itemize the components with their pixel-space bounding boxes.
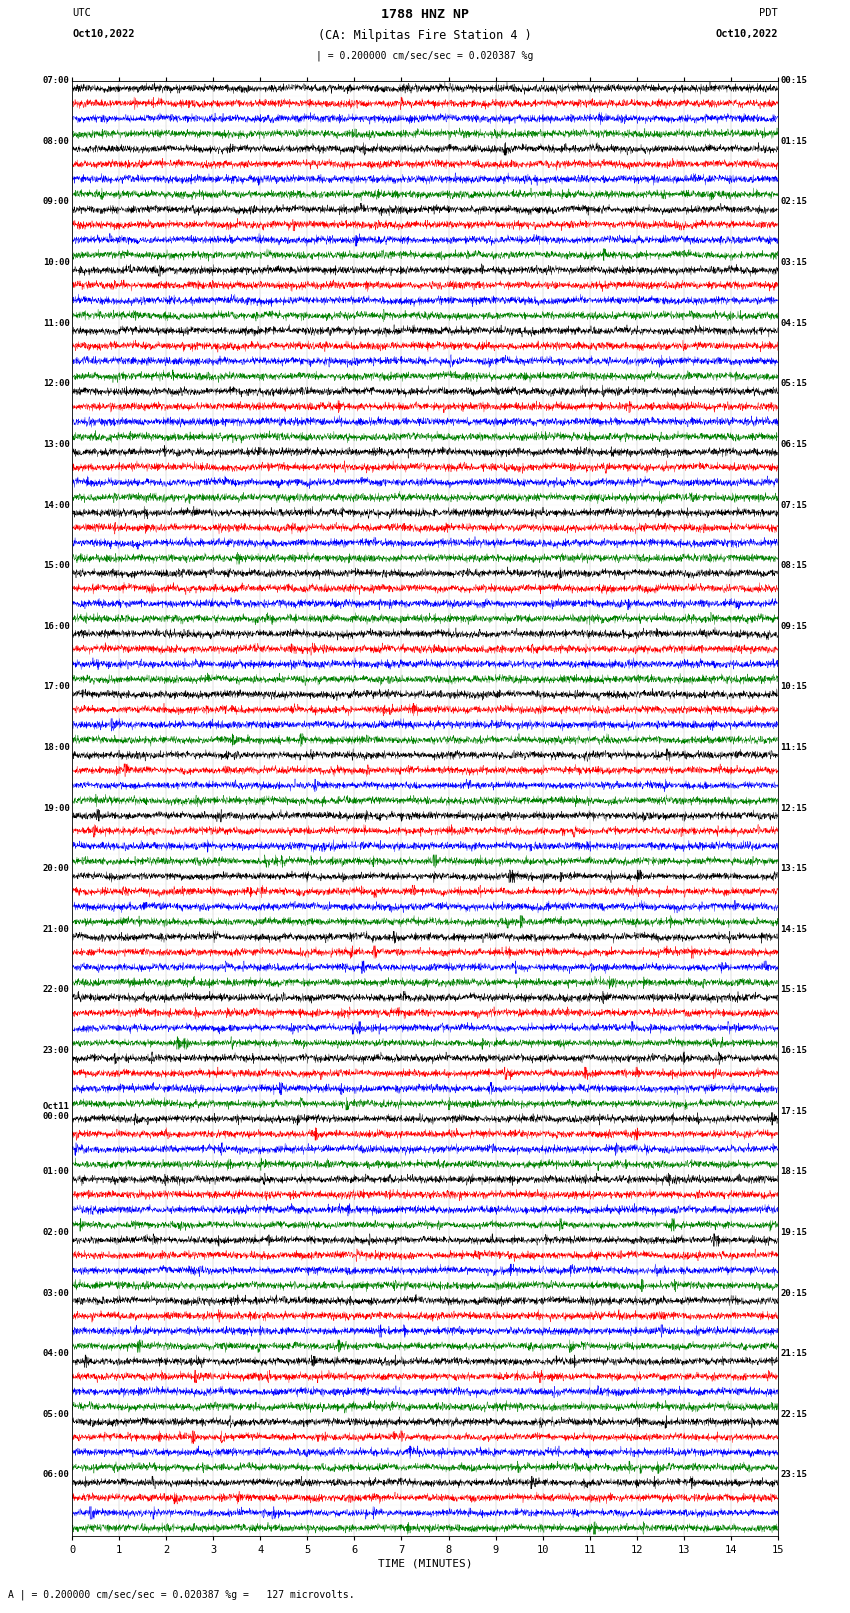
Text: 20:15: 20:15: [780, 1289, 808, 1297]
Text: 15:15: 15:15: [780, 986, 808, 995]
Text: 15:00: 15:00: [42, 561, 70, 569]
Text: 08:00: 08:00: [42, 137, 70, 145]
Text: Oct10,2022: Oct10,2022: [72, 29, 135, 39]
Text: 10:15: 10:15: [780, 682, 808, 692]
Text: 18:00: 18:00: [42, 744, 70, 752]
Text: 19:00: 19:00: [42, 803, 70, 813]
Text: 08:15: 08:15: [780, 561, 808, 569]
Text: 14:15: 14:15: [780, 924, 808, 934]
X-axis label: TIME (MINUTES): TIME (MINUTES): [377, 1558, 473, 1569]
Text: 05:15: 05:15: [780, 379, 808, 389]
Text: 19:15: 19:15: [780, 1227, 808, 1237]
Text: 16:15: 16:15: [780, 1047, 808, 1055]
Text: 11:15: 11:15: [780, 744, 808, 752]
Text: 23:15: 23:15: [780, 1471, 808, 1479]
Text: 05:00: 05:00: [42, 1410, 70, 1419]
Text: 06:15: 06:15: [780, 440, 808, 448]
Text: 09:00: 09:00: [42, 197, 70, 206]
Text: 21:00: 21:00: [42, 924, 70, 934]
Text: 01:15: 01:15: [780, 137, 808, 145]
Text: 1788 HNZ NP: 1788 HNZ NP: [381, 8, 469, 21]
Text: 06:00: 06:00: [42, 1471, 70, 1479]
Text: 01:00: 01:00: [42, 1168, 70, 1176]
Text: Oct10,2022: Oct10,2022: [715, 29, 778, 39]
Text: 12:00: 12:00: [42, 379, 70, 389]
Text: 16:00: 16:00: [42, 621, 70, 631]
Text: 21:15: 21:15: [780, 1348, 808, 1358]
Text: A | = 0.200000 cm/sec/sec = 0.020387 %g =   127 microvolts.: A | = 0.200000 cm/sec/sec = 0.020387 %g …: [8, 1589, 355, 1600]
Text: 20:00: 20:00: [42, 865, 70, 873]
Text: 02:15: 02:15: [780, 197, 808, 206]
Text: 22:15: 22:15: [780, 1410, 808, 1419]
Text: 12:15: 12:15: [780, 803, 808, 813]
Text: 03:00: 03:00: [42, 1289, 70, 1297]
Text: Oct11
00:00: Oct11 00:00: [42, 1102, 70, 1121]
Text: 03:15: 03:15: [780, 258, 808, 268]
Text: 02:00: 02:00: [42, 1227, 70, 1237]
Text: 10:00: 10:00: [42, 258, 70, 268]
Text: 13:15: 13:15: [780, 865, 808, 873]
Text: 23:00: 23:00: [42, 1047, 70, 1055]
Text: 07:15: 07:15: [780, 500, 808, 510]
Text: PDT: PDT: [759, 8, 778, 18]
Text: 17:00: 17:00: [42, 682, 70, 692]
Text: 17:15: 17:15: [780, 1107, 808, 1116]
Text: 14:00: 14:00: [42, 500, 70, 510]
Text: 22:00: 22:00: [42, 986, 70, 995]
Text: 13:00: 13:00: [42, 440, 70, 448]
Text: UTC: UTC: [72, 8, 91, 18]
Text: 07:00: 07:00: [42, 76, 70, 85]
Text: 11:00: 11:00: [42, 319, 70, 327]
Text: 00:15: 00:15: [780, 76, 808, 85]
Text: 09:15: 09:15: [780, 621, 808, 631]
Text: 04:15: 04:15: [780, 319, 808, 327]
Text: 04:00: 04:00: [42, 1348, 70, 1358]
Text: (CA: Milpitas Fire Station 4 ): (CA: Milpitas Fire Station 4 ): [318, 29, 532, 42]
Text: | = 0.200000 cm/sec/sec = 0.020387 %g: | = 0.200000 cm/sec/sec = 0.020387 %g: [316, 50, 534, 61]
Text: 18:15: 18:15: [780, 1168, 808, 1176]
